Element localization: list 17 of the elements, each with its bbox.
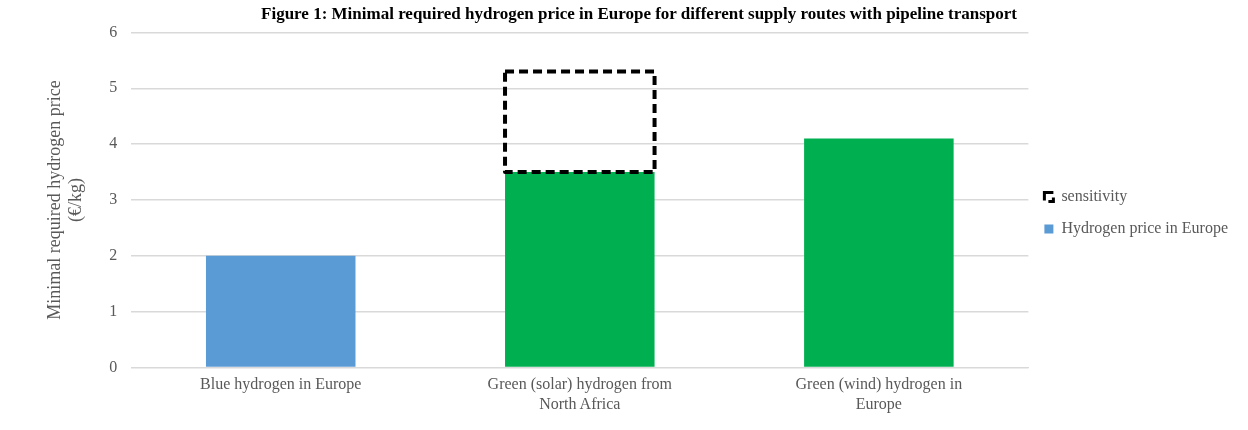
- x-tick-label: Blue hydrogen in Europe: [200, 375, 362, 394]
- y-tick-label: 4: [109, 134, 118, 152]
- x-tick-label: Green (wind) hydrogen in Europe: [795, 375, 963, 413]
- y-tick-label: 5: [109, 78, 118, 96]
- legend-label: sensitivity: [1061, 187, 1128, 206]
- y-tick-label: 6: [109, 22, 118, 40]
- chart-title: Figure 1: Minimal required hydrogen price in Europe for different supply routes with pipeline transport: [261, 3, 1018, 23]
- y-tick-label: 2: [109, 246, 118, 264]
- x-tick-label: Green (solar) hydrogen from North Africa: [487, 375, 673, 412]
- bar: [505, 172, 655, 367]
- legend-label: Hydrogen price in Europe: [1061, 219, 1228, 238]
- bar: [804, 138, 954, 367]
- y-tick-label: 1: [109, 301, 118, 319]
- bar: [205, 255, 356, 367]
- y-tick-label: 0: [109, 357, 118, 375]
- y-axis-title: Minimal required hydrogen price (€/kg): [43, 80, 87, 320]
- y-tick-label: 3: [109, 190, 118, 208]
